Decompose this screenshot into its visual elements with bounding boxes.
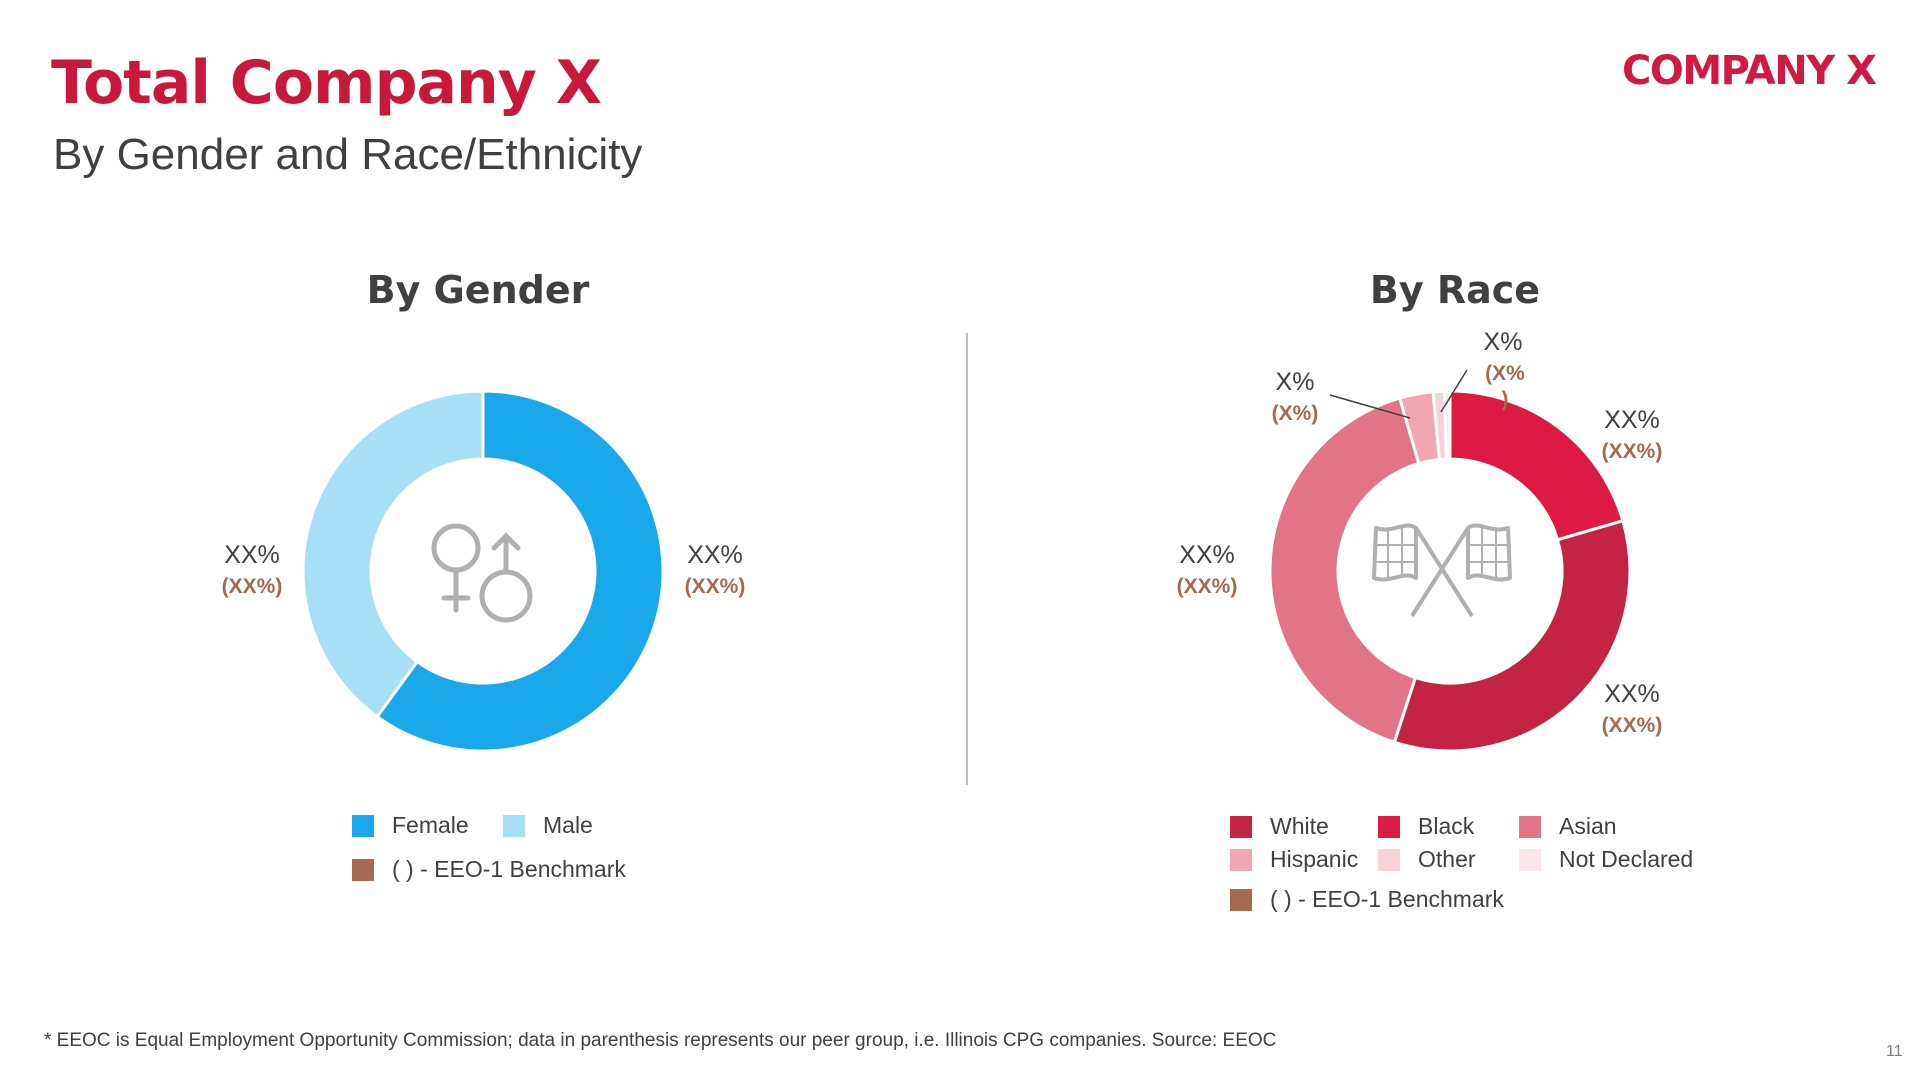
- page-number: 11: [1886, 1043, 1903, 1060]
- race-donut-chart: [1268, 389, 1632, 753]
- legend-swatch-female: [352, 814, 374, 837]
- legend-label-not-declared: Not Declared: [1559, 846, 1694, 872]
- legend-swatch-asian: [1519, 815, 1541, 838]
- company-logo: COMPANY X: [1622, 48, 1877, 94]
- legend-swatch-hispanic: [1230, 848, 1252, 871]
- legend-label-female: Female: [392, 812, 469, 838]
- donut-slice-asian: [1268, 396, 1421, 745]
- legend-item-other: Other: [1378, 846, 1476, 873]
- not-declared-benchmark-line2: ): [1502, 388, 1509, 411]
- black-benchmark-label: (XX%): [1602, 440, 1663, 463]
- donut-slice-female: [375, 389, 665, 753]
- asian-benchmark-label: (XX%): [1177, 575, 1238, 598]
- page-title: Total Company X: [51, 48, 602, 118]
- legend-item-male: Male: [503, 812, 593, 839]
- not-declared-value-label: X%: [1484, 328, 1523, 356]
- donut-slice-white: [1392, 518, 1632, 753]
- legend-label-benchmark: ( ) - EEO-1 Benchmark: [392, 856, 626, 882]
- gender-donut-chart: [301, 389, 665, 753]
- legend-item-benchmark: ( ) - EEO-1 Benchmark: [352, 856, 626, 883]
- white-benchmark-label: (XX%): [1602, 714, 1663, 737]
- white-value-label: XX%: [1604, 680, 1660, 708]
- legend-item-asian: Asian: [1519, 813, 1617, 840]
- chart-divider: [966, 333, 968, 785]
- legend-swatch-black: [1378, 815, 1400, 838]
- legend-label-white: White: [1270, 813, 1329, 839]
- legend-label-hispanic: Hispanic: [1270, 846, 1359, 872]
- donut-slice-black: [1448, 389, 1625, 542]
- not-declared-leader-line: [1440, 369, 1468, 413]
- legend-item-not-declared: Not Declared: [1519, 846, 1693, 873]
- legend-item-hispanic: Hispanic: [1230, 846, 1358, 873]
- page-subtitle: By Gender and Race/Ethnicity: [53, 130, 643, 179]
- legend-swatch-benchmark: [352, 858, 374, 881]
- not-declared-benchmark-line1: (X%: [1485, 362, 1525, 385]
- legend-swatch-race-benchmark: [1230, 888, 1252, 911]
- donut-slice-male: [301, 389, 485, 719]
- gender-chart-title: By Gender: [366, 268, 590, 312]
- legend-item-female: Female: [352, 812, 469, 839]
- legend-label-male: Male: [543, 812, 593, 838]
- legend-label-other: Other: [1418, 846, 1476, 872]
- female-benchmark-label: (XX%): [685, 575, 746, 598]
- legend-label-asian: Asian: [1559, 813, 1617, 839]
- legend-label-black: Black: [1418, 813, 1475, 839]
- hispanic-value-label: X%: [1276, 368, 1315, 396]
- hispanic-benchmark-label: (X%): [1272, 402, 1319, 425]
- legend-swatch-other: [1378, 848, 1400, 871]
- asian-value-label: XX%: [1179, 541, 1235, 569]
- race-chart-title: By Race: [1369, 268, 1541, 312]
- legend-item-black: Black: [1378, 813, 1474, 840]
- checkered-flags-icon: [1372, 523, 1512, 618]
- legend-label-race-benchmark: ( ) - EEO-1 Benchmark: [1270, 886, 1504, 912]
- legend-swatch-white: [1230, 815, 1252, 838]
- donut-slice-not-declared: [1442, 389, 1452, 461]
- legend-swatch-not-declared: [1519, 848, 1541, 871]
- male-value-label: XX%: [224, 541, 280, 569]
- legend-swatch-male: [503, 814, 525, 837]
- legend-item-race-benchmark: ( ) - EEO-1 Benchmark: [1230, 886, 1504, 913]
- female-value-label: XX%: [687, 541, 743, 569]
- black-value-label: XX%: [1604, 406, 1660, 434]
- male-benchmark-label: (XX%): [222, 575, 283, 598]
- hispanic-leader-line: [1329, 394, 1411, 419]
- gender-symbols-icon: [431, 523, 533, 623]
- legend-item-white: White: [1230, 813, 1329, 840]
- footnote: * EEOC is Equal Employment Opportunity C…: [44, 1030, 1277, 1051]
- not-declared-benchmark-label: (X%): [1485, 362, 1525, 411]
